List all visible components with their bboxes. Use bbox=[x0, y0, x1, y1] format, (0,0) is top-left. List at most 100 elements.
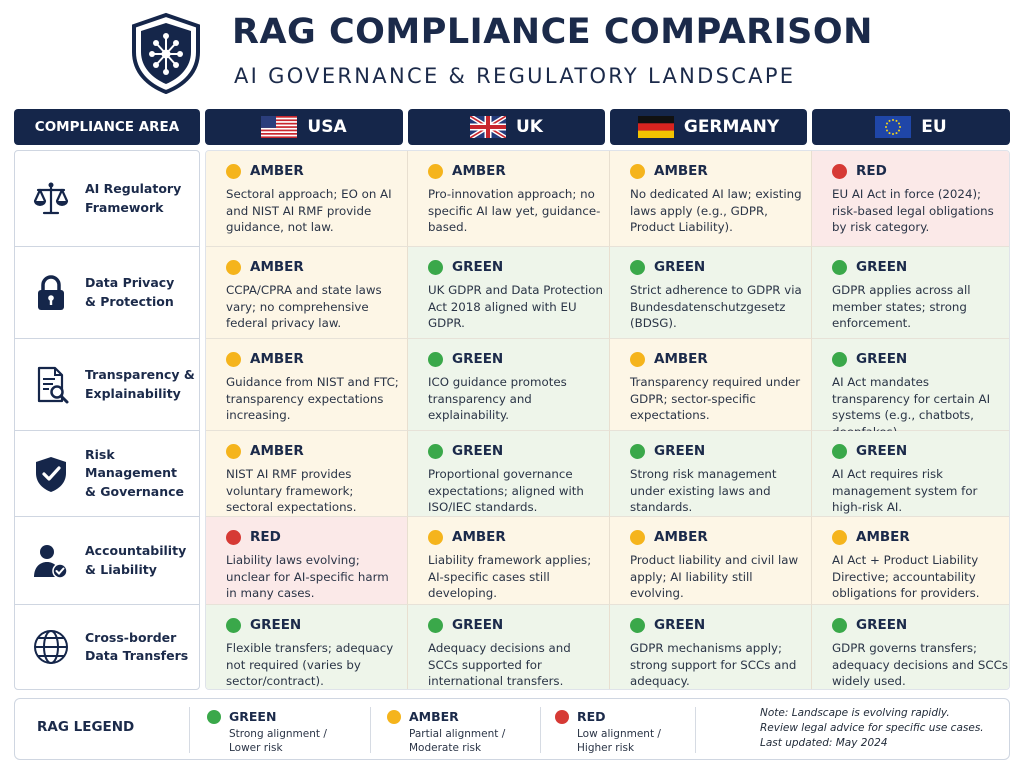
column-label-germany: GERMANY bbox=[683, 117, 780, 137]
status-label: AMBER bbox=[452, 529, 506, 545]
column-header-compliance-area: COMPLIANCE AREA bbox=[14, 109, 200, 145]
amber-status-dot bbox=[226, 351, 241, 367]
green-status-dot bbox=[226, 617, 241, 633]
status-label: RED bbox=[856, 163, 887, 179]
cell-description: Proportional governance expectations; al… bbox=[428, 467, 584, 515]
column-header-germany: GERMANY bbox=[610, 109, 807, 145]
red-status-dot bbox=[555, 709, 569, 724]
status-label: AMBER bbox=[654, 351, 708, 367]
status-label: GREEN bbox=[654, 259, 706, 275]
uk-flag-icon bbox=[470, 116, 506, 138]
legend-label: RED bbox=[577, 709, 606, 724]
amber-status-dot bbox=[226, 443, 241, 459]
cell-description: Liability laws evolving; unclear for AI-… bbox=[226, 553, 389, 601]
legend-divider bbox=[695, 707, 696, 753]
status-label: AMBER bbox=[654, 163, 708, 179]
status-label: GREEN bbox=[856, 259, 908, 275]
scales-icon bbox=[33, 182, 69, 214]
status-label: GREEN bbox=[452, 259, 504, 275]
column-header-usa: USA bbox=[205, 109, 403, 145]
cell-description: GDPR mechanisms apply; strong support fo… bbox=[630, 641, 797, 689]
green-status-dot bbox=[832, 617, 847, 633]
amber-status-dot bbox=[226, 259, 241, 275]
status-label: GREEN bbox=[452, 351, 504, 367]
cell-transparency-uk: GREEN ICO guidance promotes transparency… bbox=[408, 339, 610, 431]
cell-description: Strong risk management under existing la… bbox=[630, 467, 777, 515]
amber-status-dot bbox=[428, 163, 443, 179]
legend-divider bbox=[189, 707, 190, 753]
area-label: Risk Management & Governance bbox=[85, 447, 185, 499]
rag-legend: RAG LEGEND GREEN Strong alignment / Lowe… bbox=[14, 698, 1010, 760]
green-status-dot bbox=[428, 617, 443, 633]
cell-risk-management-eu: GREEN AI Act requires risk management sy… bbox=[812, 431, 1009, 517]
status-label: AMBER bbox=[250, 351, 304, 367]
green-status-dot bbox=[630, 259, 645, 275]
cell-description: GDPR applies across all member states; s… bbox=[832, 283, 971, 331]
cell-risk-management-usa: AMBER NIST AI RMF provides voluntary fra… bbox=[206, 431, 408, 517]
eu-flag-icon bbox=[875, 116, 912, 138]
cell-description: No dedicated AI law; existing laws apply… bbox=[630, 187, 802, 235]
header: RAG COMPLIANCE COMPARISON AI GOVERNANCE … bbox=[0, 0, 1024, 104]
cell-ai-framework-eu: RED EU AI Act in force (2024); risk-base… bbox=[812, 151, 1009, 247]
comparison-grid: AMBER Sectoral approach; EO on AI and NI… bbox=[205, 150, 1010, 690]
amber-status-dot bbox=[630, 529, 645, 545]
legend-description: Partial alignment / Moderate risk bbox=[409, 728, 506, 755]
cell-accountability-germany: AMBER Product liability and civil law ap… bbox=[610, 517, 812, 605]
cell-ai-framework-uk: AMBER Pro-innovation approach; no specif… bbox=[408, 151, 610, 247]
document-search-icon bbox=[37, 366, 69, 403]
cell-cross-border-usa: GREEN Flexible transfers; adequacy not r… bbox=[206, 605, 408, 689]
cell-data-privacy-germany: GREEN Strict adherence to GDPR via Bunde… bbox=[610, 247, 812, 339]
cell-risk-management-germany: GREEN Strong risk management under exist… bbox=[610, 431, 812, 517]
legend-note: Note: Landscape is evolving rapidly. Rev… bbox=[760, 707, 984, 750]
usa-flag-icon bbox=[261, 116, 298, 138]
cell-data-privacy-usa: AMBER CCPA/CPRA and state laws vary; no … bbox=[206, 247, 408, 339]
cell-description: GDPR governs transfers; adequacy decisio… bbox=[832, 641, 1008, 689]
cell-data-privacy-eu: GREEN GDPR applies across all member sta… bbox=[812, 247, 1009, 339]
legend-title: RAG LEGEND bbox=[37, 719, 135, 735]
status-label: AMBER bbox=[856, 529, 910, 545]
cell-description: AI Act + Product Liability Directive; ac… bbox=[832, 553, 980, 601]
cell-description: AI Act requires risk management system f… bbox=[832, 467, 978, 515]
globe-icon bbox=[34, 630, 68, 664]
status-label: AMBER bbox=[250, 163, 304, 179]
green-status-dot bbox=[832, 259, 847, 275]
area-label: Accountability & Liability bbox=[85, 543, 187, 577]
area-row-accountability: Accountability & Liability bbox=[15, 517, 199, 605]
cell-description: Product liability and civil law apply; A… bbox=[630, 553, 799, 601]
column-label-eu: EU bbox=[921, 117, 947, 137]
area-label: Transparency & Explainability bbox=[85, 367, 195, 401]
green-status-dot bbox=[428, 443, 443, 459]
legend-label: AMBER bbox=[409, 709, 459, 724]
amber-status-dot bbox=[387, 709, 401, 724]
status-label: GREEN bbox=[250, 617, 302, 633]
cell-transparency-eu: GREEN AI Act mandates transparency for c… bbox=[812, 339, 1009, 439]
status-label: AMBER bbox=[654, 529, 708, 545]
cell-description: Pro-innovation approach; no specific AI … bbox=[428, 187, 601, 235]
green-status-dot bbox=[207, 709, 221, 724]
user-check-icon bbox=[34, 544, 68, 579]
status-label: GREEN bbox=[452, 617, 504, 633]
cell-cross-border-germany: GREEN GDPR mechanisms apply; strong supp… bbox=[610, 605, 812, 689]
area-row-risk-management: Risk Management & Governance bbox=[15, 431, 199, 517]
cell-transparency-germany: AMBER Transparency required under GDPR; … bbox=[610, 339, 812, 431]
legend-description: Low alignment / Higher risk bbox=[577, 728, 661, 755]
legend-divider bbox=[370, 707, 371, 753]
amber-status-dot bbox=[832, 529, 847, 545]
germany-flag-icon bbox=[637, 116, 674, 138]
cell-ai-framework-germany: AMBER No dedicated AI law; existing laws… bbox=[610, 151, 812, 247]
cell-data-privacy-uk: GREEN UK GDPR and Data Protection Act 20… bbox=[408, 247, 610, 339]
cell-description: EU AI Act in force (2024); risk-based le… bbox=[832, 187, 994, 235]
amber-status-dot bbox=[630, 163, 645, 179]
legend-description: Strong alignment / Lower risk bbox=[229, 728, 327, 755]
cell-ai-framework-usa: AMBER Sectoral approach; EO on AI and NI… bbox=[206, 151, 408, 247]
legend-item-red: RED Low alignment / Higher risk bbox=[555, 709, 661, 755]
cell-description: Sectoral approach; EO on AI and NIST AI … bbox=[226, 187, 392, 235]
status-label: GREEN bbox=[856, 351, 908, 367]
shield-check-icon bbox=[36, 456, 66, 492]
area-label: Data Privacy & Protection bbox=[85, 275, 175, 309]
cell-accountability-eu: AMBER AI Act + Product Liability Directi… bbox=[812, 517, 1009, 605]
status-label: GREEN bbox=[452, 443, 504, 459]
green-status-dot bbox=[832, 351, 847, 367]
status-label: GREEN bbox=[856, 617, 908, 633]
area-row-transparency: Transparency & Explainability bbox=[15, 339, 199, 431]
